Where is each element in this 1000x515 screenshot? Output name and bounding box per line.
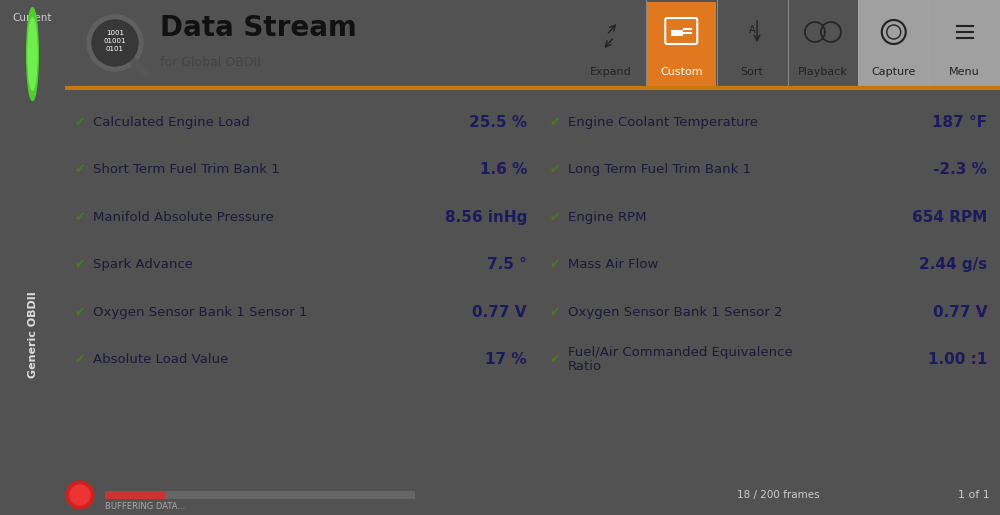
Circle shape <box>92 20 138 66</box>
Text: Fuel/Air Commanded Equivalence: Fuel/Air Commanded Equivalence <box>568 346 793 359</box>
Text: 18 / 200 frames: 18 / 200 frames <box>737 490 820 500</box>
Circle shape <box>27 8 38 100</box>
Text: A: A <box>749 25 755 35</box>
Text: ✔: ✔ <box>550 211 560 224</box>
Text: 25.5 %: 25.5 % <box>469 115 527 130</box>
FancyBboxPatch shape <box>671 30 683 36</box>
Text: ✔: ✔ <box>550 116 560 129</box>
FancyBboxPatch shape <box>647 2 716 88</box>
Text: Playback: Playback <box>798 67 848 77</box>
Text: Absolute Load Value: Absolute Load Value <box>93 353 228 366</box>
Text: 1 of 1: 1 of 1 <box>958 490 990 500</box>
Text: 1.6 %: 1.6 % <box>480 162 527 177</box>
Text: -2.3 %: -2.3 % <box>933 162 987 177</box>
Text: Ratio: Ratio <box>568 360 602 373</box>
Text: 1001: 1001 <box>106 30 124 36</box>
Text: Data Stream: Data Stream <box>160 14 357 42</box>
Text: Custom: Custom <box>660 67 703 77</box>
Text: ✔: ✔ <box>550 163 560 176</box>
Text: ✔: ✔ <box>75 353 86 366</box>
Text: Short Term Fuel Trim Bank 1: Short Term Fuel Trim Bank 1 <box>93 163 280 176</box>
Text: Long Term Fuel Trim Bank 1: Long Term Fuel Trim Bank 1 <box>568 163 751 176</box>
Text: ✔: ✔ <box>75 211 86 224</box>
FancyBboxPatch shape <box>165 491 415 499</box>
Text: 1.00 :1: 1.00 :1 <box>928 352 987 367</box>
Text: Oxygen Sensor Bank 1 Sensor 1: Oxygen Sensor Bank 1 Sensor 1 <box>93 306 308 319</box>
Circle shape <box>87 15 143 71</box>
FancyBboxPatch shape <box>105 491 165 499</box>
Text: ✔: ✔ <box>550 353 560 366</box>
Text: Spark Advance: Spark Advance <box>93 258 193 271</box>
Text: Current: Current <box>13 13 52 23</box>
Text: Engine RPM: Engine RPM <box>568 211 646 224</box>
FancyBboxPatch shape <box>858 0 1000 90</box>
Text: Sort: Sort <box>741 67 764 77</box>
Text: 17 %: 17 % <box>485 352 527 367</box>
Text: 654 RPM: 654 RPM <box>912 210 987 225</box>
Circle shape <box>70 485 90 505</box>
Text: ✔: ✔ <box>75 258 86 271</box>
Text: Menu: Menu <box>949 67 980 77</box>
Text: Expand: Expand <box>590 67 631 77</box>
Text: for Global OBDII: for Global OBDII <box>160 56 261 68</box>
Text: Generic OBDII: Generic OBDII <box>27 291 38 378</box>
Text: Capture: Capture <box>872 67 916 77</box>
Text: Calculated Engine Load: Calculated Engine Load <box>93 116 250 129</box>
Text: ✔: ✔ <box>75 306 86 319</box>
Text: Engine Coolant Temperature: Engine Coolant Temperature <box>568 116 758 129</box>
FancyBboxPatch shape <box>665 18 697 44</box>
Text: BUFFERING DATA...: BUFFERING DATA... <box>105 502 185 511</box>
Text: 7.5 °: 7.5 ° <box>487 258 527 272</box>
Text: ✔: ✔ <box>75 116 86 129</box>
Text: Mass Air Flow: Mass Air Flow <box>568 258 658 271</box>
Text: 01001: 01001 <box>104 38 126 44</box>
Text: 0101: 0101 <box>106 46 124 52</box>
Text: 2.44 g/s: 2.44 g/s <box>919 258 987 272</box>
Text: Oxygen Sensor Bank 1 Sensor 2: Oxygen Sensor Bank 1 Sensor 2 <box>568 306 782 319</box>
Text: 8.56 inHg: 8.56 inHg <box>445 210 527 225</box>
Circle shape <box>28 18 37 90</box>
Text: 187 °F: 187 °F <box>932 115 987 130</box>
Text: 0.77 V: 0.77 V <box>473 305 527 320</box>
Text: 0.77 V: 0.77 V <box>933 305 987 320</box>
Text: ✔: ✔ <box>550 258 560 271</box>
Text: Manifold Absolute Pressure: Manifold Absolute Pressure <box>93 211 274 224</box>
Text: ✔: ✔ <box>550 306 560 319</box>
Circle shape <box>66 481 94 509</box>
Text: ✔: ✔ <box>75 163 86 176</box>
